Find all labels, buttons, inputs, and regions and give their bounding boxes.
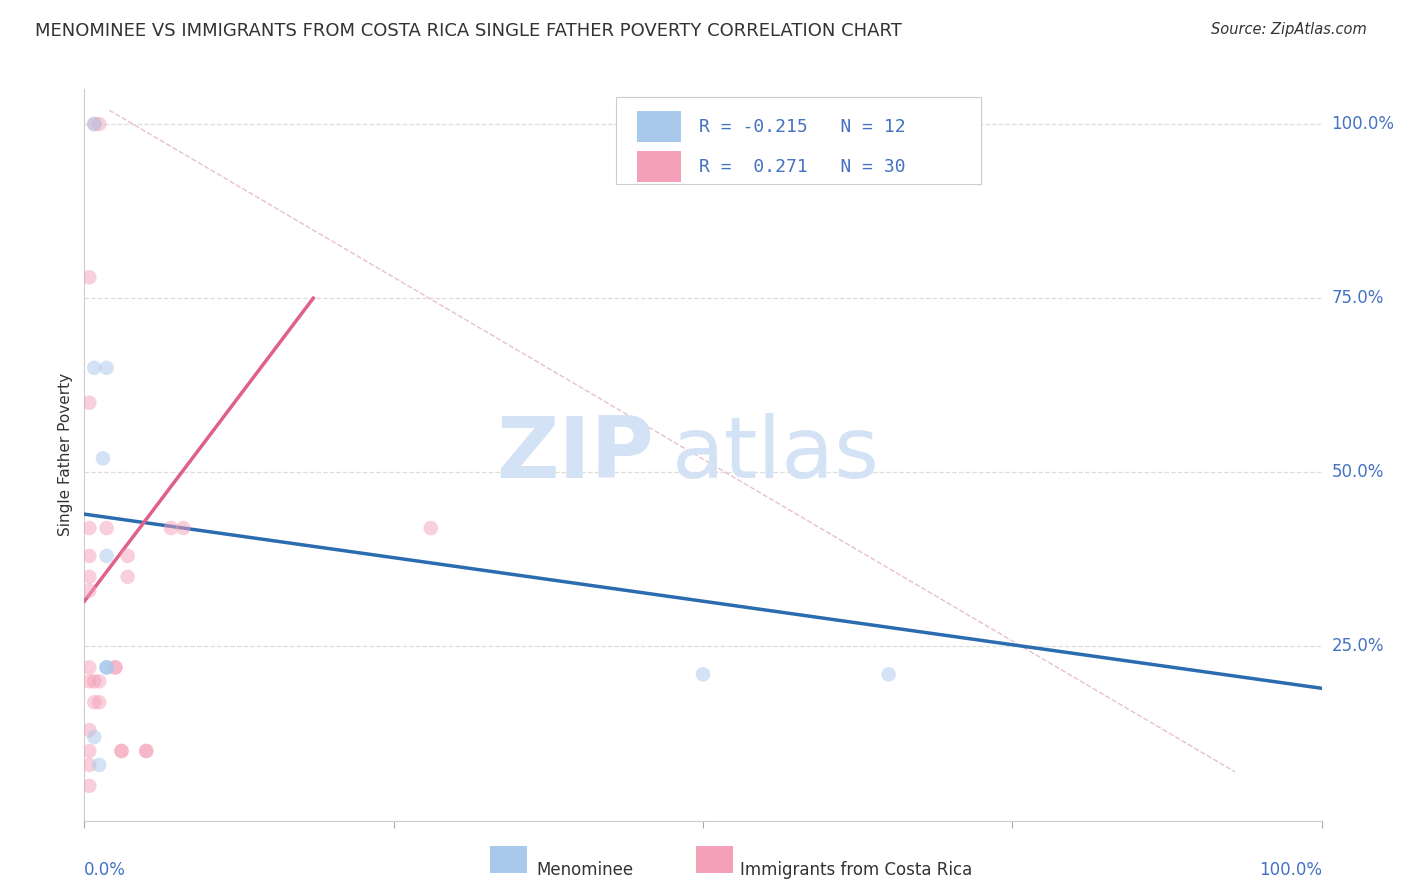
Point (83, 695, 105, 709)
Text: MENOMINEE VS IMMIGRANTS FROM COSTA RICA SINGLE FATHER POVERTY CORRELATION CHART: MENOMINEE VS IMMIGRANTS FROM COSTA RICA … (35, 22, 903, 40)
Bar (637, 112, 681, 142)
Point (79, 583, 101, 598)
Text: Menominee: Menominee (536, 861, 633, 879)
Point (83, 674, 105, 689)
Text: Source: ZipAtlas.com: Source: ZipAtlas.com (1211, 22, 1367, 37)
Point (135, 744, 157, 758)
Point (96, 660, 118, 674)
Point (79, 758, 101, 772)
Point (79, 549, 101, 563)
Text: 100.0%: 100.0% (1331, 115, 1395, 133)
Point (89, 674, 111, 689)
Point (419, 521, 441, 535)
Point (89, 117, 111, 131)
Text: 75.0%: 75.0% (1331, 289, 1384, 307)
Bar (696, 846, 733, 873)
Text: 50.0%: 50.0% (1331, 463, 1384, 482)
Point (79, 660, 101, 674)
Point (117, 570, 139, 584)
Point (83, 360, 105, 375)
Point (79, 570, 101, 584)
Point (96, 660, 118, 674)
Point (172, 521, 194, 535)
Point (79, 270, 101, 285)
Point (110, 744, 132, 758)
Point (79, 744, 101, 758)
Point (96, 521, 118, 535)
Point (83, 117, 105, 131)
Text: 100.0%: 100.0% (1258, 861, 1322, 879)
Point (89, 695, 111, 709)
Point (135, 744, 157, 758)
Point (79, 779, 101, 793)
Point (104, 660, 127, 674)
Point (83, 117, 105, 131)
Text: Immigrants from Costa Rica: Immigrants from Costa Rica (740, 861, 973, 879)
Point (79, 521, 101, 535)
Point (104, 660, 127, 674)
Text: R =  0.271   N = 30: R = 0.271 N = 30 (699, 158, 905, 176)
Point (91, 451, 114, 466)
Point (83, 730, 105, 744)
Point (96, 549, 118, 563)
Point (110, 744, 132, 758)
Point (89, 758, 111, 772)
Point (160, 521, 183, 535)
Point (79, 395, 101, 409)
Point (96, 360, 118, 375)
Bar (637, 152, 681, 182)
Point (877, 667, 900, 681)
Text: R = -0.215   N = 12: R = -0.215 N = 12 (699, 118, 905, 136)
Point (692, 667, 714, 681)
Bar (491, 846, 527, 873)
FancyBboxPatch shape (616, 96, 981, 185)
Text: ZIP: ZIP (496, 413, 654, 497)
Text: 0.0%: 0.0% (84, 861, 127, 879)
Point (79, 723, 101, 737)
Text: atlas: atlas (672, 413, 880, 497)
Point (117, 549, 139, 563)
Point (79, 674, 101, 689)
Point (96, 660, 118, 674)
Y-axis label: Single Father Poverty: Single Father Poverty (58, 374, 73, 536)
Text: 25.0%: 25.0% (1331, 638, 1384, 656)
